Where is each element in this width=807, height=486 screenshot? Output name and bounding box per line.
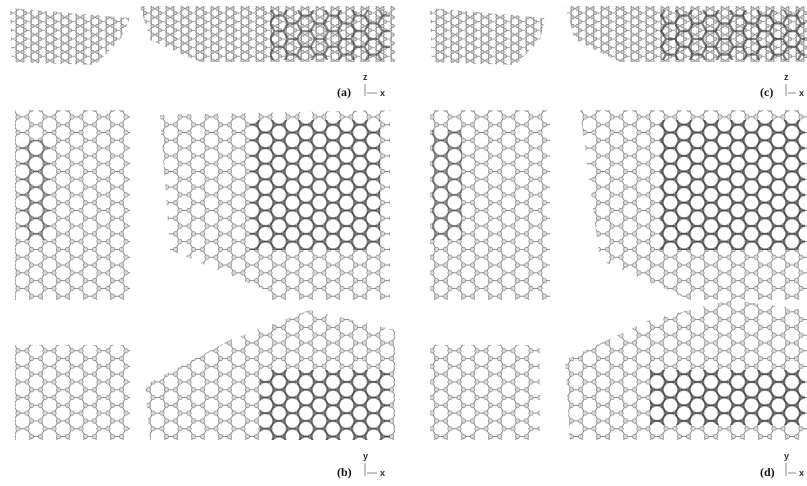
panel-d: (d) y x: [760, 451, 804, 479]
panel-label: (a): [337, 85, 351, 99]
panel-b: (b) y x: [337, 451, 385, 479]
panel-label: (d): [760, 465, 775, 479]
axis-label: z: [363, 72, 368, 82]
structure-left: [10, 6, 395, 440]
axis-label: x: [799, 468, 804, 478]
axis-label: y: [363, 451, 368, 461]
structure-right: [430, 6, 807, 440]
axis-label: x: [380, 468, 385, 478]
axis-label: y: [784, 451, 789, 461]
axis-label: z: [784, 72, 789, 82]
panel-a: (a) z x: [337, 72, 385, 99]
panel-label: (b): [337, 465, 352, 479]
figure: (a) z x (b) y x (c) z x (d) y x: [0, 0, 807, 486]
axis-label: x: [380, 88, 385, 98]
panel-c: (c) z x: [760, 72, 804, 99]
axis-label: x: [799, 88, 804, 98]
panel-label: (c): [760, 85, 773, 99]
